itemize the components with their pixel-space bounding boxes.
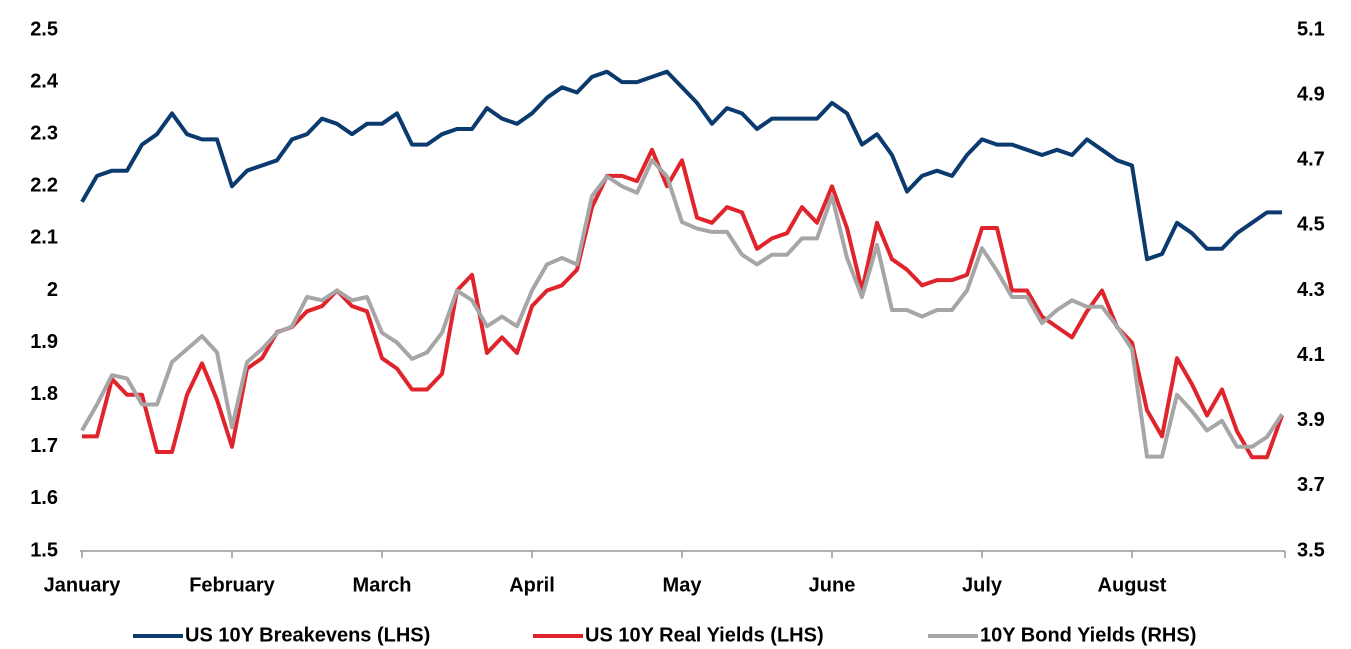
y-tick-label: 2.2 — [30, 175, 58, 197]
y-tick-label: 2.5 — [30, 18, 58, 40]
y-tick-label: 2.3 — [30, 122, 58, 144]
y2-tick-label: 3.9 — [1297, 409, 1325, 431]
series-line — [82, 147, 1284, 460]
y2-tick-label: 4.1 — [1297, 344, 1325, 366]
x-tick-label: July — [962, 574, 1003, 596]
x-tick-label: April — [509, 574, 555, 596]
x-tick-label: August — [1098, 574, 1167, 596]
y-tick-label: 1.5 — [30, 539, 58, 561]
legend-label: 10Y Bond Yields (RHS) — [980, 624, 1196, 646]
y-tick-label: 2.4 — [30, 70, 59, 92]
y2-tick-label: 5.1 — [1297, 18, 1325, 40]
y-tick-label: 2 — [47, 279, 58, 301]
x-tick-label: May — [663, 574, 703, 596]
y-tick-label: 2.1 — [30, 227, 58, 249]
y2-tick-label: 4.5 — [1297, 214, 1325, 236]
y-tick-label: 1.8 — [30, 383, 58, 405]
y2-tick-label: 4.9 — [1297, 83, 1325, 105]
y2-tick-label: 3.7 — [1297, 474, 1325, 496]
y-tick-label: 1.9 — [30, 331, 58, 353]
y2-tick-label: 4.7 — [1297, 149, 1325, 171]
x-tick-label: June — [809, 574, 856, 596]
series-line — [80, 69, 1282, 262]
y2-tick-label: 3.5 — [1297, 539, 1325, 561]
y-tick-label: 1.7 — [30, 435, 58, 457]
legend-label: US 10Y Breakevens (LHS) — [185, 624, 430, 646]
x-tick-label: March — [353, 574, 412, 596]
series-line — [80, 158, 1284, 459]
legend-label: US 10Y Real Yields (LHS) — [585, 624, 824, 646]
y2-tick-label: 4.3 — [1297, 279, 1325, 301]
y-tick-label: 1.6 — [30, 487, 58, 509]
x-tick-label: February — [189, 574, 275, 596]
x-tick-label: January — [44, 574, 122, 596]
